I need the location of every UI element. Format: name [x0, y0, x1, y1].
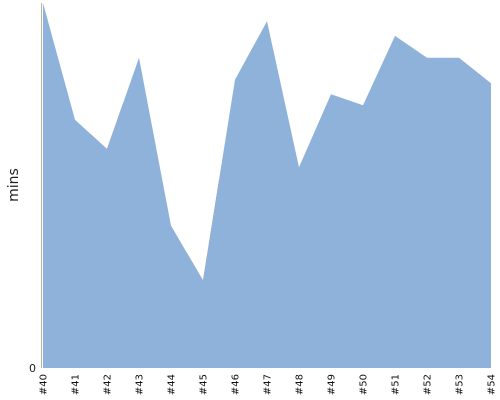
- x-tick-label: #53: [455, 374, 466, 395]
- x-tick-label: #42: [103, 374, 114, 395]
- x-tick-label: #48: [295, 374, 306, 395]
- x-tick-label: #47: [263, 374, 274, 395]
- x-tick-label: #54: [487, 374, 498, 395]
- x-tick-label: #50: [359, 374, 370, 395]
- x-tick-label: #46: [231, 374, 242, 395]
- plot-area: [43, 3, 491, 368]
- y-axis-label: mins: [6, 168, 22, 202]
- x-tick-label: #44: [167, 374, 178, 395]
- x-tick-label: #52: [423, 374, 434, 395]
- x-tick-label: #45: [199, 374, 210, 395]
- x-tick-label: #51: [391, 374, 402, 395]
- x-tick-labels: #40 #41 #42 #43 #44 #45 #46 #47 #48 #49 #50 #51 #52 #…: [39, 374, 498, 395]
- x-tick-label: #40: [39, 374, 50, 395]
- x-tick-label: #43: [135, 374, 146, 395]
- series-area[interactable]: [43, 3, 491, 368]
- y-tick-labels: 0: [29, 362, 36, 375]
- y-tick-label: 0: [29, 362, 36, 375]
- x-tick-label: #49: [327, 374, 338, 395]
- x-tick-label: #41: [71, 374, 82, 395]
